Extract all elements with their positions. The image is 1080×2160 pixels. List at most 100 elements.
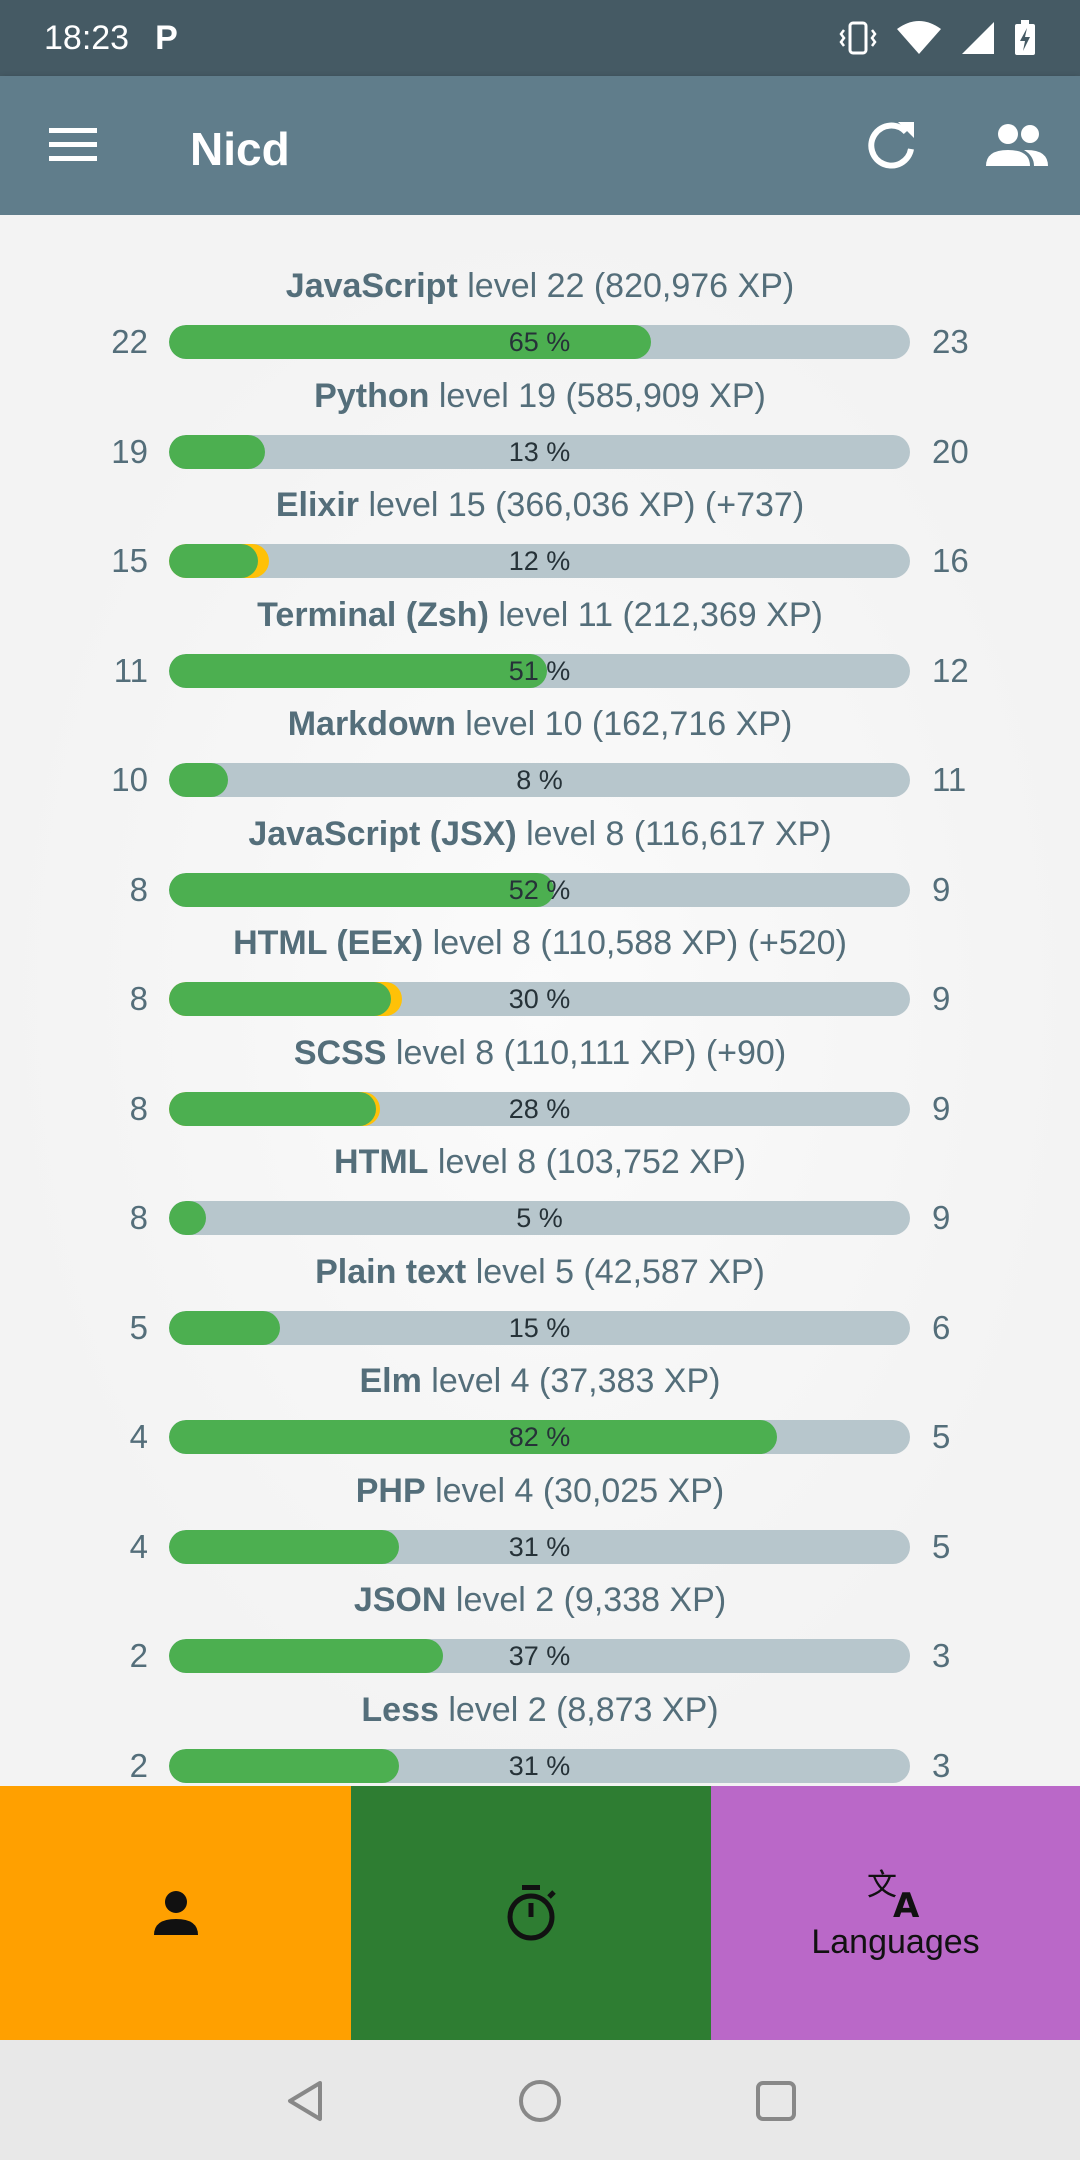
progress-percent: 30 % xyxy=(508,984,571,1014)
language-row: JavaScript (JSX) level 8 (116,617 XP) 8 52… xyxy=(0,815,1080,925)
language-row: Markdown level 10 (162,716 XP) 10 8 % 11 xyxy=(0,705,1080,815)
language-title: Less level 2 (8,873 XP) xyxy=(0,1691,1080,1730)
current-level: 8 xyxy=(129,1199,148,1236)
language-row: Terminal (Zsh) level 11 (212,369 XP) 11 51… xyxy=(0,596,1080,706)
language-level-info: level 10 (162,716 XP) xyxy=(455,705,793,743)
progress-percent: 51 % xyxy=(508,655,571,686)
signal-icon xyxy=(962,22,994,54)
progress-fill xyxy=(169,1310,281,1345)
progress-bar: 37 % xyxy=(169,1639,910,1673)
progress-percent: 82 % xyxy=(508,1422,571,1452)
home-icon[interactable] xyxy=(517,2078,563,2124)
next-level: 9 xyxy=(932,1089,951,1127)
stopwatch-icon xyxy=(507,1885,556,1941)
wifi-icon xyxy=(897,21,941,54)
language-name: HTML xyxy=(334,1143,429,1181)
language-title: Python level 19 (585,909 XP) xyxy=(0,377,1080,416)
tab-timer[interactable] xyxy=(351,1786,711,2040)
status-time: 18:23 xyxy=(44,18,130,57)
language-title: SCSS level 8 (110,111 XP) (+90) xyxy=(0,1034,1080,1073)
language-name: Elm xyxy=(359,1362,422,1400)
menu-icon[interactable] xyxy=(46,118,100,172)
next-level: 9 xyxy=(932,870,951,908)
tab-profile[interactable] xyxy=(0,1786,351,2040)
next-level: 11 xyxy=(932,761,967,798)
current-level: 8 xyxy=(129,980,148,1017)
progress-bar: 65 % xyxy=(169,325,910,359)
language-level-info: level 15 (366,036 XP) (+737) xyxy=(359,486,805,524)
progress-percent: 12 % xyxy=(508,546,571,576)
progress-bar: 31 % xyxy=(169,1748,910,1783)
next-level: 3 xyxy=(932,1637,951,1674)
language-title: Elixir level 15 (366,036 XP) (+737) xyxy=(0,486,1080,525)
language-list: JavaScript level 22 (820,976 XP) 22 65 % 23… xyxy=(0,267,1080,1786)
progress-fill xyxy=(169,1639,444,1673)
language-name: HTML (EEx) xyxy=(233,924,424,962)
refresh-icon[interactable] xyxy=(862,116,922,176)
language-title: PHP level 4 (30,025 XP) xyxy=(0,1472,1080,1511)
progress-percent: 15 % xyxy=(508,1312,571,1343)
system-navigation-bar xyxy=(0,2040,1080,2160)
people-icon[interactable] xyxy=(984,116,1050,176)
language-row: Plain text level 5 (42,587 XP) 5 15 % 6 xyxy=(0,1253,1080,1363)
translate-icon: 文 A xyxy=(867,1868,920,1919)
recents-icon[interactable] xyxy=(753,2078,799,2124)
language-level-info: level 2 (8,873 XP) xyxy=(438,1690,719,1729)
progress-bar: 52 % xyxy=(169,872,910,907)
progress-fill xyxy=(169,1420,777,1454)
current-level: 2 xyxy=(129,1637,148,1674)
next-level: 16 xyxy=(932,542,969,579)
progress-bar: 15 % xyxy=(169,1310,910,1345)
progress-fill xyxy=(169,1529,399,1564)
language-row: Less level 2 (8,873 XP) 2 31 % 3 xyxy=(0,1691,1080,1787)
language-level-info: level 8 (110,588 XP) (+520) xyxy=(423,924,847,962)
battery-icon xyxy=(1015,20,1035,55)
language-name: Less xyxy=(361,1690,439,1729)
svg-text:文: 文 xyxy=(867,1868,897,1903)
progress-fill xyxy=(169,872,555,907)
language-title: Elm level 4 (37,383 XP) xyxy=(0,1362,1080,1401)
progress-percent: 13 % xyxy=(508,436,571,467)
next-level: 6 xyxy=(932,1308,951,1346)
language-row: JavaScript level 22 (820,976 XP) 22 65 % 23 xyxy=(0,267,1080,377)
language-title: HTML level 8 (103,752 XP) xyxy=(0,1143,1080,1182)
progress-percent: 31 % xyxy=(508,1531,571,1562)
person-icon xyxy=(153,1891,198,1935)
progress-bar: 31 % xyxy=(169,1529,910,1564)
progress-fill xyxy=(169,763,229,797)
language-row: Elixir level 15 (366,036 XP) (+737) 15 12 … xyxy=(0,486,1080,596)
language-row: HTML (EEx) level 8 (110,588 XP) (+520) 8 3… xyxy=(0,924,1080,1034)
next-level: 20 xyxy=(932,432,969,470)
progress-bar: 82 % xyxy=(169,1420,910,1454)
language-row: Python level 19 (585,909 XP) 19 13 % 20 xyxy=(0,377,1080,487)
progress-bar: 28 % xyxy=(169,1091,910,1126)
progress-percent: 52 % xyxy=(508,874,571,905)
progress-fill xyxy=(169,653,547,688)
current-level: 11 xyxy=(113,651,148,689)
language-row: SCSS level 8 (110,111 XP) (+90) 8 28 % 9 xyxy=(0,1034,1080,1144)
language-level-info: level 8 (116,617 XP) xyxy=(516,814,832,853)
current-level: 22 xyxy=(111,323,148,360)
language-title: Plain text level 5 (42,587 XP) xyxy=(0,1253,1080,1292)
language-level-info: level 4 (30,025 XP) xyxy=(425,1471,725,1510)
next-level: 23 xyxy=(932,323,969,360)
language-level-info: level 11 (212,369 XP) xyxy=(488,595,823,634)
tab-languages[interactable]: 文 A Languages xyxy=(711,1786,1080,2040)
language-name: JavaScript xyxy=(285,267,458,305)
progress-bar: 51 % xyxy=(169,653,910,688)
current-level: 19 xyxy=(111,432,148,470)
language-stats[interactable]: JavaScript level 22 (820,976 XP) 22 65 % 23… xyxy=(0,215,1080,1786)
progress-fill xyxy=(169,325,651,359)
progress-bar: 5 % xyxy=(169,1201,910,1235)
language-name: JSON xyxy=(353,1581,447,1619)
back-icon[interactable] xyxy=(282,2078,328,2124)
progress-fill xyxy=(169,544,258,578)
progress-percent: 5 % xyxy=(516,1203,563,1233)
app-bar: Nicd xyxy=(0,76,1080,215)
language-row: JSON level 2 (9,338 XP) 2 37 % 3 xyxy=(0,1581,1080,1691)
vibrate-icon xyxy=(839,21,877,55)
progress-fill xyxy=(169,982,392,1016)
current-level: 4 xyxy=(129,1527,148,1565)
next-level: 9 xyxy=(932,980,951,1017)
tab-languages-label: Languages xyxy=(811,1922,980,1961)
